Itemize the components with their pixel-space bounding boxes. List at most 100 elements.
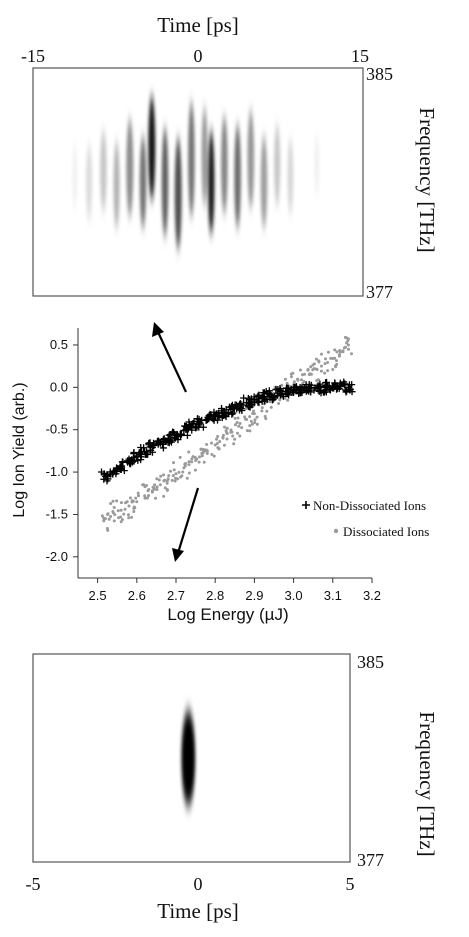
- scatter-cloud-mark: [164, 438, 172, 446]
- scatter-cloud-mark: [165, 488, 169, 492]
- bottom-y-tick-top: 385: [357, 652, 384, 672]
- scatter-cloud-mark: [283, 377, 287, 381]
- scatter-cloud-mark: [103, 473, 111, 481]
- scatter-cloud-mark: [163, 478, 167, 482]
- dissociated-point: [323, 362, 327, 366]
- scatter-cloud-mark: [316, 378, 320, 382]
- scatter-cloud-mark: [171, 474, 175, 478]
- scatter-cloud-mark: [331, 380, 339, 388]
- scatter-cloud-mark: [111, 510, 115, 514]
- scatter-cloud-mark: [112, 505, 116, 509]
- scatter-cloud-mark: [314, 367, 318, 371]
- scatter-cloud-mark: [255, 422, 259, 426]
- x-tick-label: 3.0: [285, 588, 303, 603]
- scatter-cloud-mark: [334, 365, 338, 369]
- y-tick-label: 0.0: [50, 379, 68, 394]
- dissociated-point: [198, 455, 202, 459]
- scatter-cloud-mark: [180, 474, 184, 478]
- scatter-cloud-mark: [177, 470, 181, 474]
- scatter-cloud-mark: [298, 368, 302, 372]
- scatter-cloud-mark: [155, 487, 159, 491]
- top-x-tick-left: -15: [21, 46, 45, 66]
- scatter-cloud-mark: [215, 441, 219, 445]
- scatter-cloud-mark: [100, 514, 104, 518]
- bottom-y-label: Frequency [THz]: [415, 711, 439, 856]
- bottom-x-tick-mid: 0: [194, 874, 203, 894]
- scatter-cloud-mark: [116, 463, 124, 471]
- arrow-down-left: [172, 487, 200, 562]
- scatter-cloud-mark: [124, 458, 132, 466]
- scatter-cloud-mark: [248, 415, 252, 419]
- scatter-cloud-mark: [319, 364, 323, 368]
- top-title: Time [ps]: [157, 13, 239, 37]
- scatter-cloud-mark: [277, 401, 281, 405]
- scatter-cloud-mark: [177, 432, 185, 440]
- scatter-cloud-mark: [341, 380, 349, 388]
- non-dissociated-series: [98, 378, 356, 485]
- scatter-y-label: Log Ion Yield (arb.): [11, 382, 28, 517]
- scatter-cloud-mark: [305, 380, 313, 388]
- scatter-cloud-mark: [250, 422, 254, 426]
- scatter-cloud-mark: [347, 347, 351, 351]
- dissociated-point: [237, 424, 241, 428]
- top-spectrogram: Time [ps] -15 0 15 385 377 Frequency [TH…: [21, 13, 439, 302]
- scatter-cloud-mark: [205, 452, 209, 456]
- scatter-cloud-mark: [338, 352, 342, 356]
- scatter-cloud-mark: [169, 469, 173, 473]
- scatter-cloud-mark: [326, 369, 330, 373]
- dissociated-point: [213, 443, 217, 447]
- top-plot-frame: [32, 67, 364, 297]
- scatter-cloud-mark: [229, 409, 237, 417]
- scatter-cloud-mark: [192, 424, 200, 432]
- spectrogram-band: [207, 130, 215, 234]
- scatter-cloud-mark: [173, 479, 177, 483]
- top-y-tick-bottom: 377: [366, 282, 393, 302]
- spectrogram-band: [287, 139, 294, 214]
- scatter-cloud-mark: [233, 437, 237, 441]
- top-x-tick-right: 15: [351, 46, 369, 66]
- scatter-cloud-mark: [269, 405, 273, 409]
- scatter-cloud-mark: [231, 434, 235, 438]
- scatter-cloud-mark: [346, 337, 350, 341]
- scatter-cloud-mark: [174, 436, 182, 444]
- scatter-cloud-mark: [345, 341, 349, 345]
- scatter-cloud-mark: [177, 430, 185, 438]
- scatter-cloud-mark: [195, 415, 203, 423]
- bottom-x-tick-left: -5: [26, 874, 41, 894]
- scatter-cloud-mark: [163, 486, 167, 490]
- scatter-cloud-mark: [165, 431, 173, 439]
- scatter-cloud-mark: [312, 362, 316, 366]
- scatter-cloud-mark: [127, 516, 131, 520]
- scatter-cloud-mark: [221, 436, 225, 440]
- bottom-spectrogram: 385 377 Frequency [THz] -5 0 5 Time [ps]: [26, 652, 440, 923]
- scatter-cloud-mark: [165, 481, 169, 485]
- scatter-cloud-mark: [333, 348, 337, 352]
- scatter-cloud-mark: [119, 515, 123, 519]
- scatter-cloud-mark: [150, 490, 154, 494]
- scatter-cloud-mark: [326, 385, 334, 393]
- scatter-cloud-mark: [326, 361, 330, 365]
- spectrogram-band: [126, 119, 134, 217]
- scatter-cloud-mark: [212, 454, 216, 458]
- scatter-cloud-mark: [187, 463, 191, 467]
- scatter-cloud-mark: [203, 448, 207, 452]
- scatter-cloud-mark: [109, 470, 117, 478]
- scatter-cloud-mark: [184, 425, 192, 433]
- scatter-cloud-mark: [216, 434, 220, 438]
- x-tick-label: 2.7: [167, 588, 185, 603]
- dissociated-point: [135, 500, 139, 504]
- scatter-cloud-mark: [187, 450, 191, 454]
- scatter-cloud-mark: [197, 460, 201, 464]
- scatter-cloud-mark: [183, 431, 191, 439]
- scatter-cloud-mark: [329, 356, 333, 360]
- scatter-cloud-mark: [264, 417, 268, 421]
- scatter-cloud-mark: [309, 365, 313, 369]
- scatter-cloud-mark: [278, 398, 282, 402]
- x-tick-label: 3.2: [363, 588, 381, 603]
- scatter-cloud-mark: [120, 467, 128, 475]
- spectrogram-band: [234, 125, 241, 228]
- scatter-cloud-mark: [323, 357, 327, 361]
- spectrogram-band: [314, 136, 320, 194]
- scatter-cloud-mark: [145, 496, 149, 500]
- scatter-cloud-mark: [157, 478, 161, 482]
